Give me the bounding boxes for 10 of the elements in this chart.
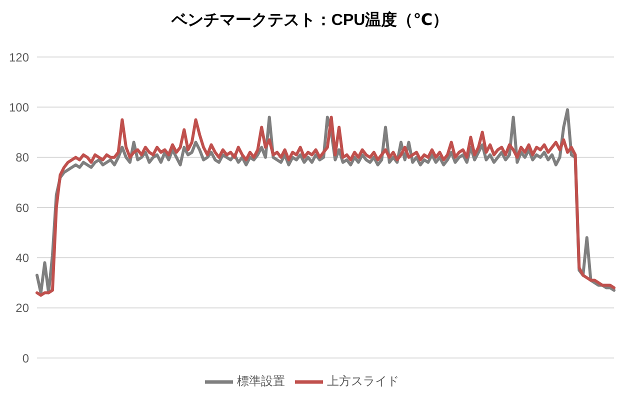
chart-title: ベンチマークテスト：CPU温度（℃） [170, 10, 450, 31]
y-tick-label: 20 [16, 301, 30, 316]
legend-label: 標準設置 [237, 374, 285, 388]
y-tick-label: 120 [8, 50, 30, 64]
y-tick-label: 100 [8, 100, 30, 114]
legend-label: 上方スライド [327, 374, 399, 388]
y-tick-label: 0 [22, 351, 30, 366]
y-tick-label: 60 [16, 200, 30, 215]
y-tick-label: 40 [16, 250, 30, 265]
y-tick-label: 80 [16, 150, 30, 165]
